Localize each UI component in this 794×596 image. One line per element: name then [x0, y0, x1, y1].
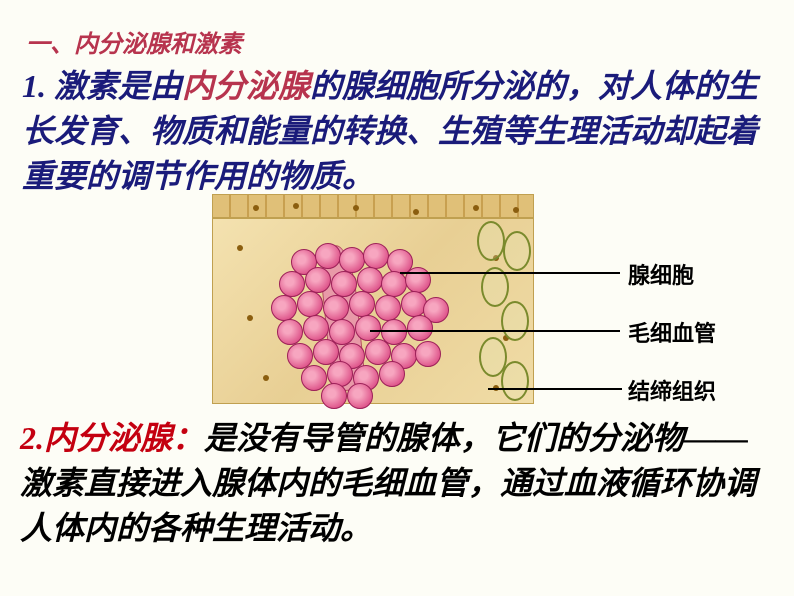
- connective-cell: [501, 361, 529, 401]
- gland-cell: [297, 291, 323, 317]
- connective-tissue-cells: [477, 221, 527, 397]
- gland-cell: [305, 267, 331, 293]
- connective-cell: [501, 301, 529, 341]
- gland-cell: [407, 315, 433, 341]
- gland-cell: [315, 243, 341, 269]
- gland-cell: [357, 267, 383, 293]
- gland-cell: [379, 361, 405, 387]
- para2-term: 内分泌腺：: [44, 420, 204, 456]
- gland-cell: [321, 383, 347, 409]
- epithelium-row: [213, 195, 533, 219]
- leader-line: [400, 272, 620, 274]
- nucleus-dot: [413, 209, 419, 215]
- gland-cell: [349, 291, 375, 317]
- nucleus-dot: [293, 203, 299, 209]
- nucleus-dot: [237, 245, 243, 251]
- diagram-container: [212, 194, 570, 402]
- leader-line: [488, 388, 622, 390]
- paragraph-2: 2.内分泌腺：是没有导管的腺体，它们的分泌物—— 激素直接进入腺体内的毛细血管，…: [20, 416, 780, 550]
- gland-cell: [375, 295, 401, 321]
- gland-cell: [277, 319, 303, 345]
- nucleus-dot: [263, 375, 269, 381]
- nucleus-dot: [253, 205, 259, 211]
- para1-prefix: 1. 激素是由: [22, 68, 182, 104]
- gland-cell: [303, 315, 329, 341]
- nucleus-dot: [473, 205, 479, 211]
- nucleus-dot: [247, 315, 253, 321]
- gland-cell: [363, 243, 389, 269]
- paragraph-1: 1. 激素是由内分泌腺的腺细胞所分泌的，对人体的生长发育、物质和能量的转换、生殖…: [22, 64, 782, 198]
- nucleus-dot: [513, 207, 519, 213]
- label-capillary: 毛细血管: [628, 316, 716, 348]
- gland-diagram: [212, 194, 534, 404]
- leader-line: [370, 330, 620, 332]
- gland-cell: [271, 295, 297, 321]
- para1-highlight: 内分泌腺: [182, 68, 310, 104]
- section-title: 一、内分泌腺和激素: [26, 24, 242, 59]
- gland-cell-cluster: [271, 241, 451, 391]
- gland-cell: [323, 295, 349, 321]
- gland-cell: [381, 271, 407, 297]
- para2-number: 2.: [20, 420, 44, 456]
- gland-cell: [415, 341, 441, 367]
- gland-cell: [347, 383, 373, 409]
- connective-cell: [477, 221, 505, 261]
- connective-cell: [503, 231, 531, 271]
- label-gland-cell: 腺细胞: [628, 258, 694, 290]
- gland-cell: [355, 315, 381, 341]
- label-connective-tissue: 结缔组织: [628, 374, 716, 406]
- nucleus-dot: [353, 205, 359, 211]
- gland-cell: [405, 267, 431, 293]
